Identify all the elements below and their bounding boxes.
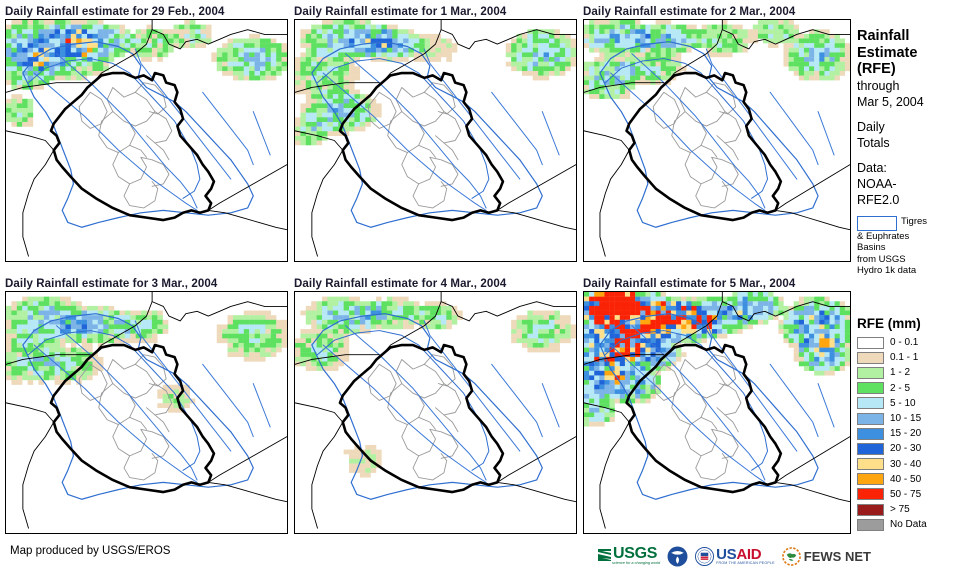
legend-label: 0.1 - 1 <box>890 352 919 364</box>
legend-item-7: 20 - 30 <box>857 441 967 456</box>
map-canvas <box>584 20 850 261</box>
rail-data-line-1: Data: <box>857 160 887 175</box>
legend-swatch <box>857 351 884 364</box>
map-panel-2-mar: Daily Rainfall estimate for 2 Mar., 2004 <box>583 5 851 262</box>
usaid-seal-icon <box>695 546 715 566</box>
map-canvas <box>6 20 287 261</box>
basin-caption-line-4: from USGS <box>857 253 906 265</box>
usgs-tagline: science for a changing world <box>612 561 661 566</box>
legend-label: 1 - 2 <box>890 367 911 379</box>
legend-label: 50 - 75 <box>890 488 922 500</box>
legend-swatch <box>857 397 884 410</box>
legend-label: 0 - 0.1 <box>890 337 919 349</box>
usgs-wordmark: USGS <box>613 545 658 563</box>
map-panel-29-feb: Daily Rainfall estimate for 29 Feb., 200… <box>5 5 288 262</box>
map-image[interactable] <box>5 291 288 534</box>
basin-caption-line-5: Hydro 1k data <box>857 265 917 276</box>
panel-title: Daily Rainfall estimate for 5 Mar., 2004 <box>583 278 796 290</box>
legend-swatch <box>857 488 884 501</box>
fewsnet-logo[interactable]: FEWS NET <box>781 546 871 566</box>
rail-heading-line-2: Estimate <box>857 44 918 61</box>
legend-item-3: 2 - 5 <box>857 381 967 396</box>
legend-swatch <box>857 382 884 395</box>
panel-title: Daily Rainfall estimate for 1 Mar., 2004 <box>294 6 507 18</box>
map-image[interactable] <box>294 291 577 534</box>
basin-caption-line-3: Basins <box>857 242 886 253</box>
map-image[interactable] <box>583 291 851 534</box>
legend-swatch <box>857 442 884 455</box>
legend-item-4: 5 - 10 <box>857 396 967 411</box>
panel-title: Daily Rainfall estimate for 2 Mar., 2004 <box>583 6 796 18</box>
basin-caption-line-1: Tigres <box>901 215 928 227</box>
basin-legend: Tigres & Euphrates Basins from USGS Hydr… <box>857 215 967 277</box>
legend-item-11: > 75 <box>857 502 967 517</box>
legend-label: 2 - 5 <box>890 382 911 394</box>
legend-label: 5 - 10 <box>890 397 916 409</box>
map-image[interactable] <box>583 19 851 262</box>
rfe-color-legend: RFE (mm) 0 - 0.1 0.1 - 1 1 - 2 2 - 5 5 - 10 1… <box>857 316 967 532</box>
map-image[interactable] <box>294 19 577 262</box>
legend-item-2: 1 - 2 <box>857 365 967 380</box>
map-canvas <box>295 292 576 533</box>
map-canvas <box>6 292 287 533</box>
map-panel-4-mar: Daily Rainfall estimate for 4 Mar., 2004 <box>294 277 577 534</box>
rail-data-line-2: NOAA- <box>857 176 897 191</box>
fewsnet-wordmark: FEWS NET <box>803 548 871 564</box>
panel-title: Daily Rainfall estimate for 3 Mar., 2004 <box>5 278 218 290</box>
map-canvas <box>295 20 576 261</box>
map-panel-3-mar: Daily Rainfall estimate for 3 Mar., 2004 <box>5 277 288 534</box>
rail-heading-line-3: (RFE) <box>857 61 896 77</box>
usaid-logo[interactable]: USAID FROM THE AMERICAN PEOPLE <box>695 545 775 566</box>
legend-label: 20 - 30 <box>890 443 922 455</box>
rail-through-date: Mar 5, 2004 <box>857 94 924 109</box>
legend-item-5: 10 - 15 <box>857 411 967 426</box>
map-image[interactable] <box>5 19 288 262</box>
usaid-tagline: FROM THE AMERICAN PEOPLE <box>716 560 775 565</box>
usgs-mark-icon <box>598 548 611 561</box>
legend-item-6: 15 - 20 <box>857 426 967 441</box>
panel-title: Daily Rainfall estimate for 4 Mar., 2004 <box>294 278 507 290</box>
legend-label: No Data <box>890 519 927 531</box>
map-credit: Map produced by USGS/EROS <box>10 545 171 557</box>
legend-item-9: 40 - 50 <box>857 472 967 487</box>
legend-label: 15 - 20 <box>890 428 922 440</box>
basin-outline-swatch <box>857 215 897 231</box>
panel-title: Daily Rainfall estimate for 29 Feb., 200… <box>5 6 225 18</box>
legend-swatch <box>857 473 884 486</box>
rail-data-line-3: RFE2.0 <box>857 192 900 207</box>
legend-item-10: 50 - 75 <box>857 487 967 502</box>
legend-label: 40 - 50 <box>890 473 922 485</box>
rail-totals-line-2: Totals <box>857 135 890 150</box>
map-canvas <box>584 292 850 533</box>
legend-item-12: No Data <box>857 517 967 532</box>
legend-label: 10 - 15 <box>890 413 922 425</box>
legend-label: 30 - 40 <box>890 458 922 470</box>
rail-heading-line-1: Rainfall <box>857 28 910 44</box>
legend-item-1: 0.1 - 1 <box>857 350 967 365</box>
fewsnet-globe-icon <box>781 546 801 566</box>
legend-item-0: 0 - 0.1 <box>857 335 967 350</box>
legend-item-8: 30 - 40 <box>857 457 967 472</box>
legend-swatch <box>857 518 884 531</box>
usaid-wordmark: USAID <box>716 545 762 563</box>
legend-rail: Rainfall Estimate (RFE) through Mar 5, 2… <box>857 0 967 576</box>
legend-swatch <box>857 336 884 349</box>
legend-swatch <box>857 366 884 379</box>
rail-through-label: through <box>857 78 900 93</box>
legend-swatch <box>857 427 884 440</box>
agency-logos: USGS science for a changing world USAID <box>598 541 871 571</box>
legend-swatch <box>857 458 884 471</box>
legend-swatch <box>857 412 884 425</box>
map-panel-5-mar: Daily Rainfall estimate for 5 Mar., 2004 <box>583 277 851 534</box>
noaa-logo[interactable] <box>667 546 688 567</box>
rail-totals-line-1: Daily <box>857 119 885 134</box>
legend-swatch <box>857 503 884 516</box>
legend-title: RFE (mm) <box>857 316 921 331</box>
usgs-logo[interactable]: USGS science for a changing world <box>598 546 660 566</box>
legend-label: > 75 <box>890 504 910 516</box>
basin-caption-line-2: & Euphrates <box>857 230 910 242</box>
map-panel-1-mar: Daily Rainfall estimate for 1 Mar., 2004 <box>294 5 577 262</box>
